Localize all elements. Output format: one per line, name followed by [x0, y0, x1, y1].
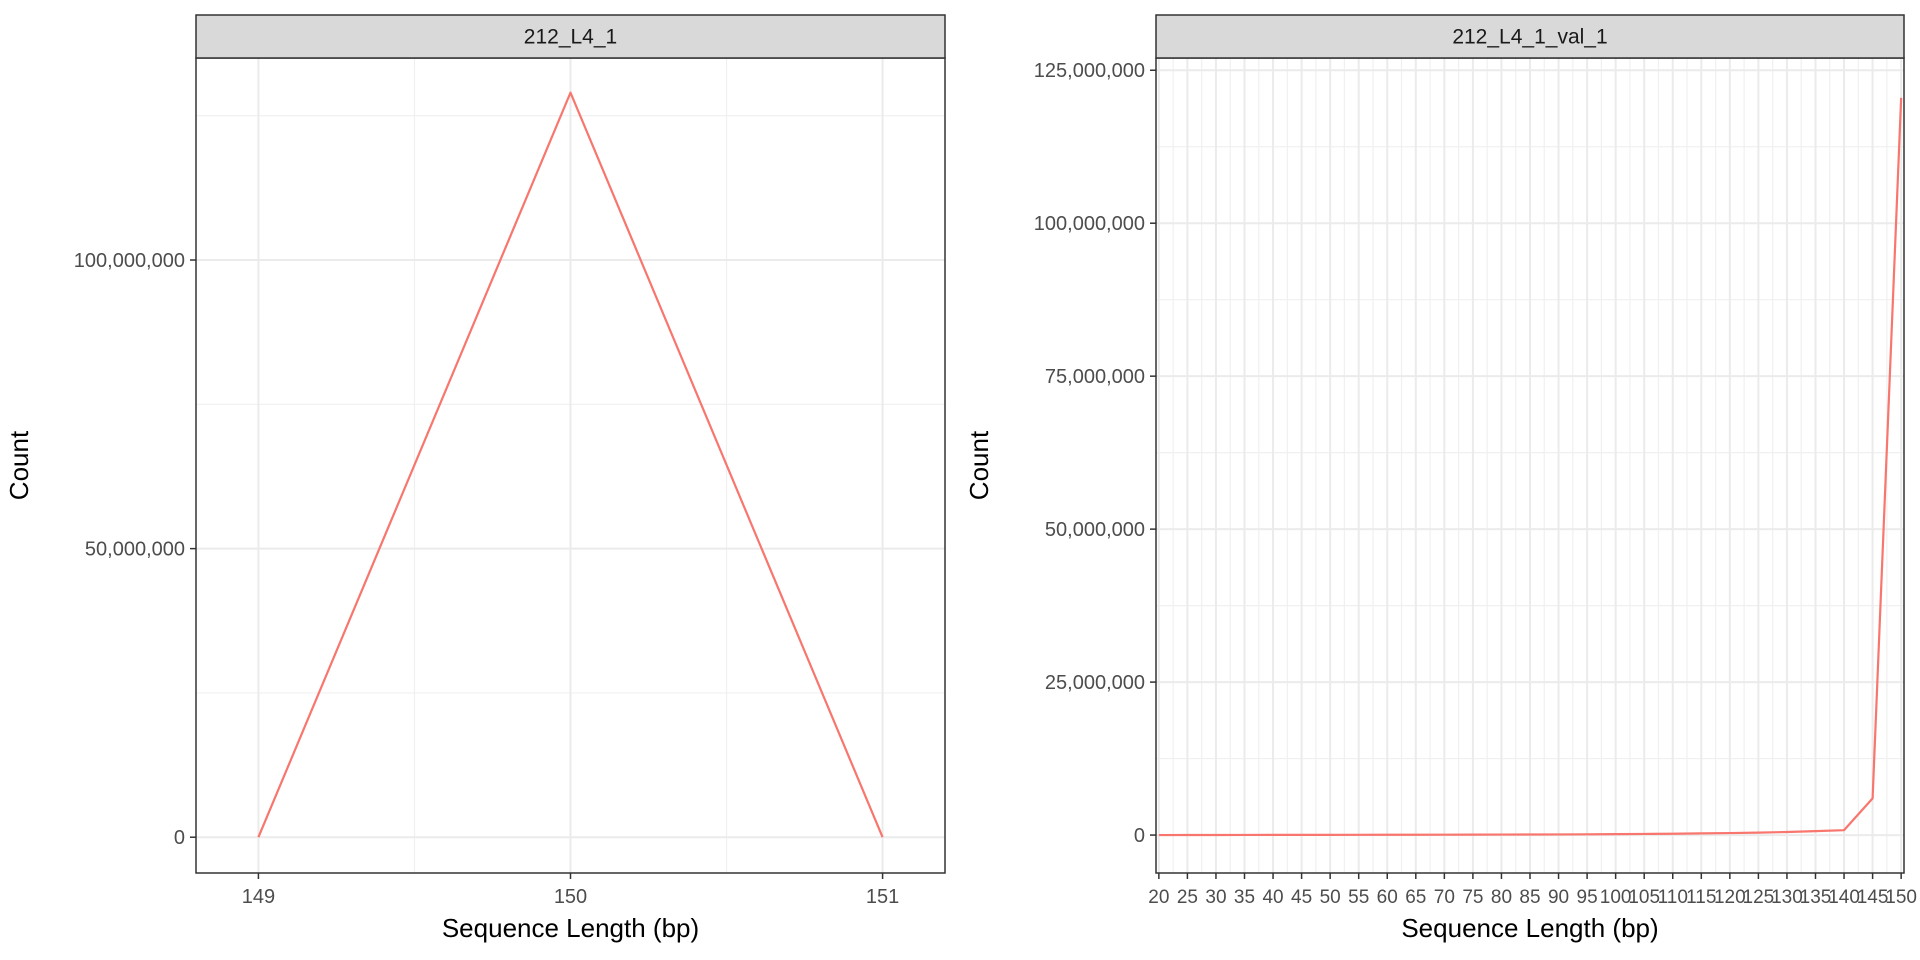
y-tick-label: 50,000,000 — [85, 539, 185, 561]
y-tick-label: 75,000,000 — [1045, 366, 1145, 388]
panel-212-l4-1-val-1: 212_L4_1_val_1 0 25,000,000 50,000,000 75,00… — [964, 14, 1917, 943]
x-axis-title: Sequence Length (bp) — [1401, 913, 1658, 943]
y-axis-title: Count — [964, 430, 994, 500]
x-tick-label: 20 — [1148, 887, 1169, 908]
x-tick-label: 150 — [554, 886, 587, 908]
x-tick-label: 25 — [1177, 887, 1198, 908]
y-tick-label: 0 — [174, 827, 185, 849]
x-tick-label: 125 — [1743, 887, 1775, 908]
x-tick-label: 75 — [1462, 887, 1483, 908]
x-tick-label: 35 — [1234, 887, 1255, 908]
x-tick-label: 115 — [1686, 887, 1716, 908]
x-tick-label: 95 — [1577, 887, 1598, 908]
x-tick-label: 60 — [1377, 887, 1398, 908]
series-line — [257, 91, 884, 838]
series-line — [1158, 97, 1903, 837]
x-tick-label: 150 — [1885, 887, 1917, 908]
x-tick-label: 45 — [1291, 887, 1312, 908]
facet-strip — [1155, 14, 1905, 59]
x-tick-label: 135 — [1800, 887, 1832, 908]
x-tick-label: 70 — [1434, 887, 1455, 908]
x-tick-label: 55 — [1348, 887, 1369, 908]
y-tick-label: 100,000,000 — [74, 250, 185, 272]
y-tick-label: 100,000,000 — [1034, 213, 1145, 235]
x-tick-label: 90 — [1548, 887, 1569, 908]
x-tick-label: 85 — [1519, 887, 1540, 908]
y-tick-label: 50,000,000 — [1045, 519, 1145, 541]
x-tick-label: 151 — [866, 886, 899, 908]
facet-title: 212_L4_1_val_1 — [1452, 26, 1607, 49]
facet-strip — [195, 14, 946, 59]
x-tick-label: 50 — [1320, 887, 1341, 908]
x-tick-label: 130 — [1771, 887, 1803, 908]
y-tick-label: 0 — [1134, 825, 1145, 847]
x-tick-label: 140 — [1828, 887, 1860, 908]
x-axis-title: Sequence Length (bp) — [442, 913, 699, 943]
x-tick-label: 40 — [1262, 887, 1283, 908]
panel-212-l4-1: 212_L4_1 0 50,000,000 100,000,000 149 150 151 S… — [4, 14, 946, 943]
x-tick-label: 120 — [1714, 887, 1746, 908]
x-tick-label: 30 — [1205, 887, 1226, 908]
y-tick-label: 25,000,000 — [1045, 672, 1145, 694]
x-tick-label: 80 — [1491, 887, 1512, 908]
x-tick-label: 65 — [1405, 887, 1426, 908]
x-tick-label: 110 — [1658, 887, 1688, 908]
facet-title: 212_L4_1 — [524, 26, 617, 49]
x-tick-label: 100 — [1600, 887, 1632, 908]
y-tick-label: 125,000,000 — [1034, 60, 1145, 82]
x-tick-label: 145 — [1857, 887, 1889, 908]
x-tick-label: 149 — [242, 886, 275, 908]
y-axis-title: Count — [4, 430, 34, 500]
x-tick-label: 105 — [1628, 887, 1660, 908]
